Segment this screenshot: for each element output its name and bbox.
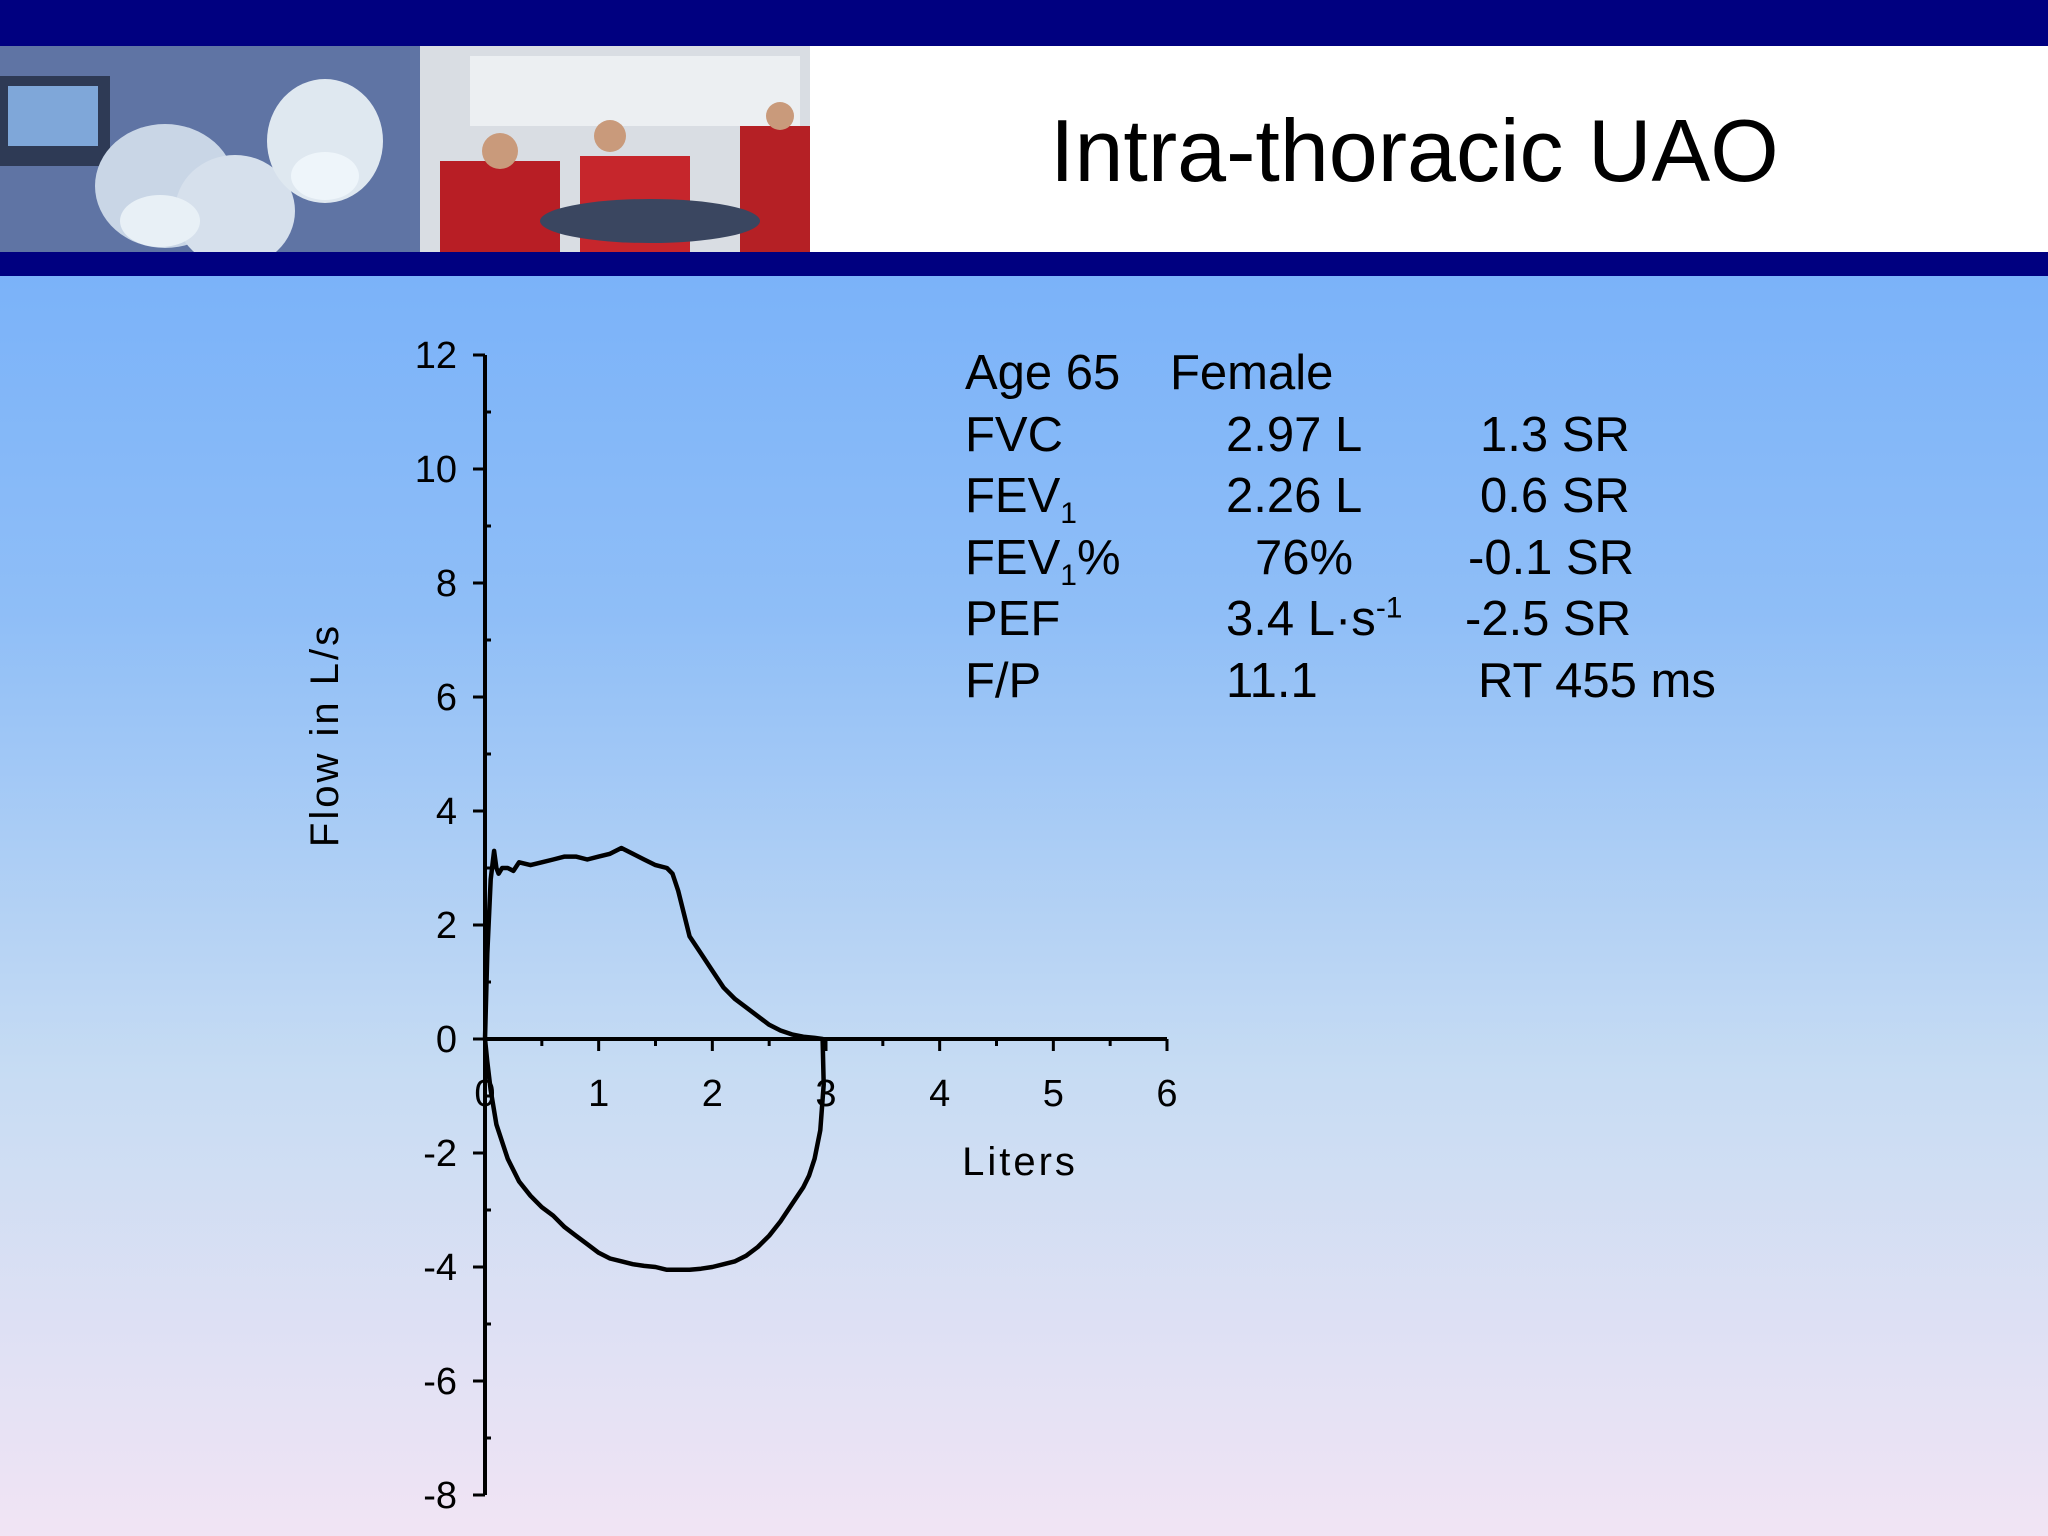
stat-value: 76% — [1255, 530, 1354, 585]
stat-sr: -0.1 SR — [1468, 530, 1635, 585]
stat-value: 2.26 L — [1226, 469, 1363, 523]
stat-value: 11.1 — [1226, 653, 1318, 708]
y-tick-label: -4 — [423, 1247, 457, 1289]
stat-sex: Female — [1170, 346, 1334, 400]
curve-layer — [482, 845, 826, 1273]
flow-volume-curve — [482, 845, 826, 1273]
stat-label-sub: 1 — [1060, 496, 1077, 530]
header-rule — [0, 252, 2048, 276]
stat-sr: -2.5 SR — [1465, 592, 1632, 646]
stat-label: FEV1 — [965, 468, 1077, 528]
x-tick-label: 4 — [929, 1073, 950, 1115]
y-tick-label: 8 — [436, 563, 457, 605]
stat-value-text: 3.4 L·s — [1226, 592, 1376, 646]
x-tick-label: 2 — [702, 1073, 723, 1115]
x-tick-label: 6 — [1156, 1073, 1177, 1115]
y-tick-label: -6 — [423, 1361, 457, 1403]
top-band — [0, 0, 2048, 46]
stat-label-sub: 1 — [1060, 558, 1077, 592]
y-tick-label: 0 — [436, 1019, 457, 1061]
stat-value-sup: -1 — [1375, 591, 1403, 625]
y-tick-label: 6 — [436, 677, 457, 719]
x-tick-label: 1 — [588, 1073, 609, 1115]
header-photo-banner — [0, 46, 810, 252]
y-tick-label: 10 — [415, 449, 457, 491]
y-tick-label: 12 — [415, 335, 457, 377]
x-tick-label: 3 — [815, 1073, 836, 1115]
y-axis-title: Flow in L/s — [303, 623, 347, 847]
x-axis-title: Liters — [962, 1140, 1078, 1184]
stat-label-text: FEV — [965, 530, 1061, 585]
slide-title: Intra-thoracic UAO — [1050, 101, 1779, 200]
stat-value: 2.97 L — [1226, 407, 1363, 462]
y-tick-label: -8 — [423, 1475, 457, 1517]
stat-label: F/P — [965, 653, 1042, 708]
stat-label: FEV1% — [965, 530, 1121, 590]
tick-marks — [473, 353, 1169, 1497]
stat-label-suffix: % — [1076, 530, 1121, 585]
stat-label: PEF — [965, 592, 1061, 646]
y-tick-label: 2 — [436, 905, 457, 947]
stat-label-text: FEV — [965, 469, 1061, 523]
x-tick-label: 5 — [1043, 1073, 1064, 1115]
stat-age: Age 65 — [965, 346, 1121, 400]
y-tick-label: 4 — [436, 791, 457, 833]
stat-sr: 1.3 SR — [1480, 407, 1630, 462]
y-tick-label: -2 — [423, 1133, 457, 1175]
stat-sr: RT 455 ms — [1478, 653, 1716, 708]
stat-sr: 0.6 SR — [1480, 469, 1630, 523]
stat-label: FVC — [965, 407, 1063, 462]
stat-value: 3.4 L·s-1 — [1226, 591, 1403, 647]
